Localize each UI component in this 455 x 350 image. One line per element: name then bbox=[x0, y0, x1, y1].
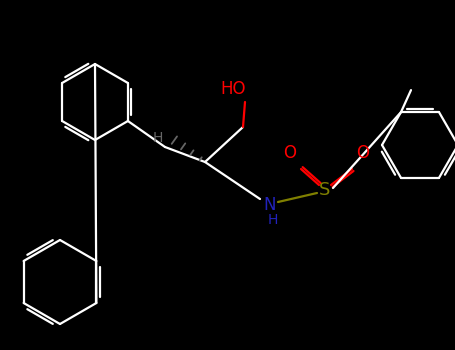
Text: H: H bbox=[153, 131, 163, 145]
Text: O: O bbox=[357, 144, 369, 162]
Text: N: N bbox=[264, 196, 276, 214]
Text: H: H bbox=[268, 213, 278, 227]
Text: HO: HO bbox=[220, 80, 246, 98]
Text: O: O bbox=[283, 144, 297, 162]
Text: S: S bbox=[319, 181, 331, 199]
